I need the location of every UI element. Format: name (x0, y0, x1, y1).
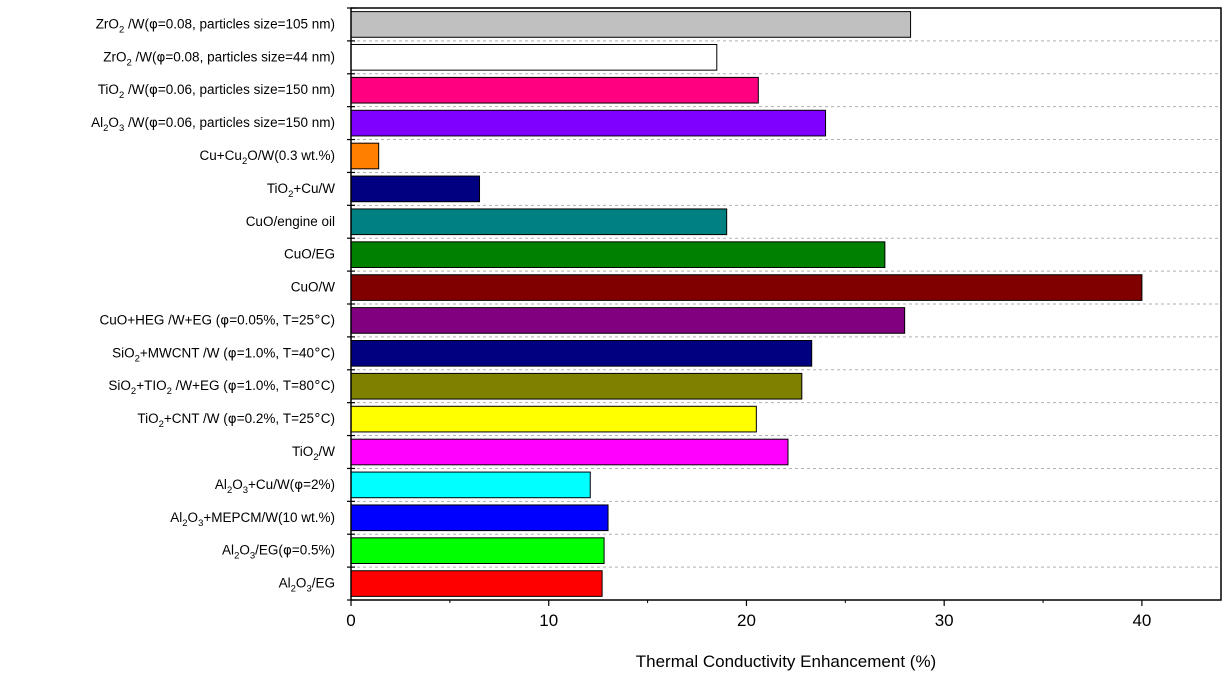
category-labels: ZrO2 /W(φ=0.08, particles size=105 nm) Zr… (91, 16, 335, 594)
bar (350, 307, 906, 334)
x-tick-label: 0 (346, 611, 355, 630)
x-tick-label: 30 (935, 611, 954, 630)
bar (350, 11, 912, 38)
bar (350, 537, 605, 564)
bar (350, 109, 827, 137)
bar (350, 340, 813, 367)
bar (350, 44, 718, 71)
category-label: Al2O3+MEPCM/W(10 wt.%) (170, 510, 335, 529)
bar (350, 142, 380, 170)
category-label: Al2O3/EG (279, 576, 335, 595)
category-label: TiO2+Cu/W (267, 181, 335, 200)
category-label: Cu+Cu2O/W(0.3 wt.%) (200, 148, 335, 167)
bars (350, 11, 1143, 597)
category-label: CuO/W (291, 280, 336, 295)
bar (350, 570, 603, 597)
gridlines (351, 40, 1221, 568)
category-label: Al2O3 /W(φ=0.06, particles size=150 nm) (91, 115, 335, 134)
category-label: SiO2+MWCNT /W (φ=1.0%, T=40°C) (112, 345, 335, 364)
category-label: ZrO2 /W(φ=0.08, particles size=44 nm) (103, 49, 335, 68)
bar (350, 471, 591, 499)
bar (350, 438, 789, 466)
bar (350, 372, 803, 400)
category-label: TiO2 /W(φ=0.06, particles size=150 nm) (98, 82, 335, 101)
category-label: CuO/engine oil (246, 214, 335, 229)
x-tick-label: 40 (1132, 611, 1151, 630)
category-label: Al2O3+Cu/W(φ=2%) (215, 477, 335, 496)
category-label: Al2O3/EG(φ=0.5%) (222, 543, 335, 562)
category-label: ZrO2 /W(φ=0.08, particles size=105 nm) (96, 16, 335, 35)
category-label: CuO/EG (284, 247, 335, 262)
category-label: TiO2/W (292, 444, 335, 463)
bar (350, 208, 728, 236)
axes: 0 10 20 30 40 (346, 7, 1222, 630)
category-label: SiO2+TIO2 /W+EG (φ=1.0%, T=80°C) (108, 378, 335, 397)
category-label: TiO2+CNT /W (φ=0.2%, T=25°C) (137, 411, 335, 430)
x-tick-label: 10 (539, 611, 558, 630)
bar (350, 175, 481, 203)
x-axis-title: Thermal Conductivity Enhancement (%) (636, 652, 936, 671)
bar (350, 241, 886, 268)
bar (350, 274, 1143, 301)
x-tick-label: 20 (737, 611, 756, 630)
bar (350, 504, 609, 532)
bar (350, 405, 757, 433)
bar (350, 76, 759, 104)
category-label: CuO+HEG /W+EG (φ=0.05%, T=25°C) (100, 312, 336, 328)
